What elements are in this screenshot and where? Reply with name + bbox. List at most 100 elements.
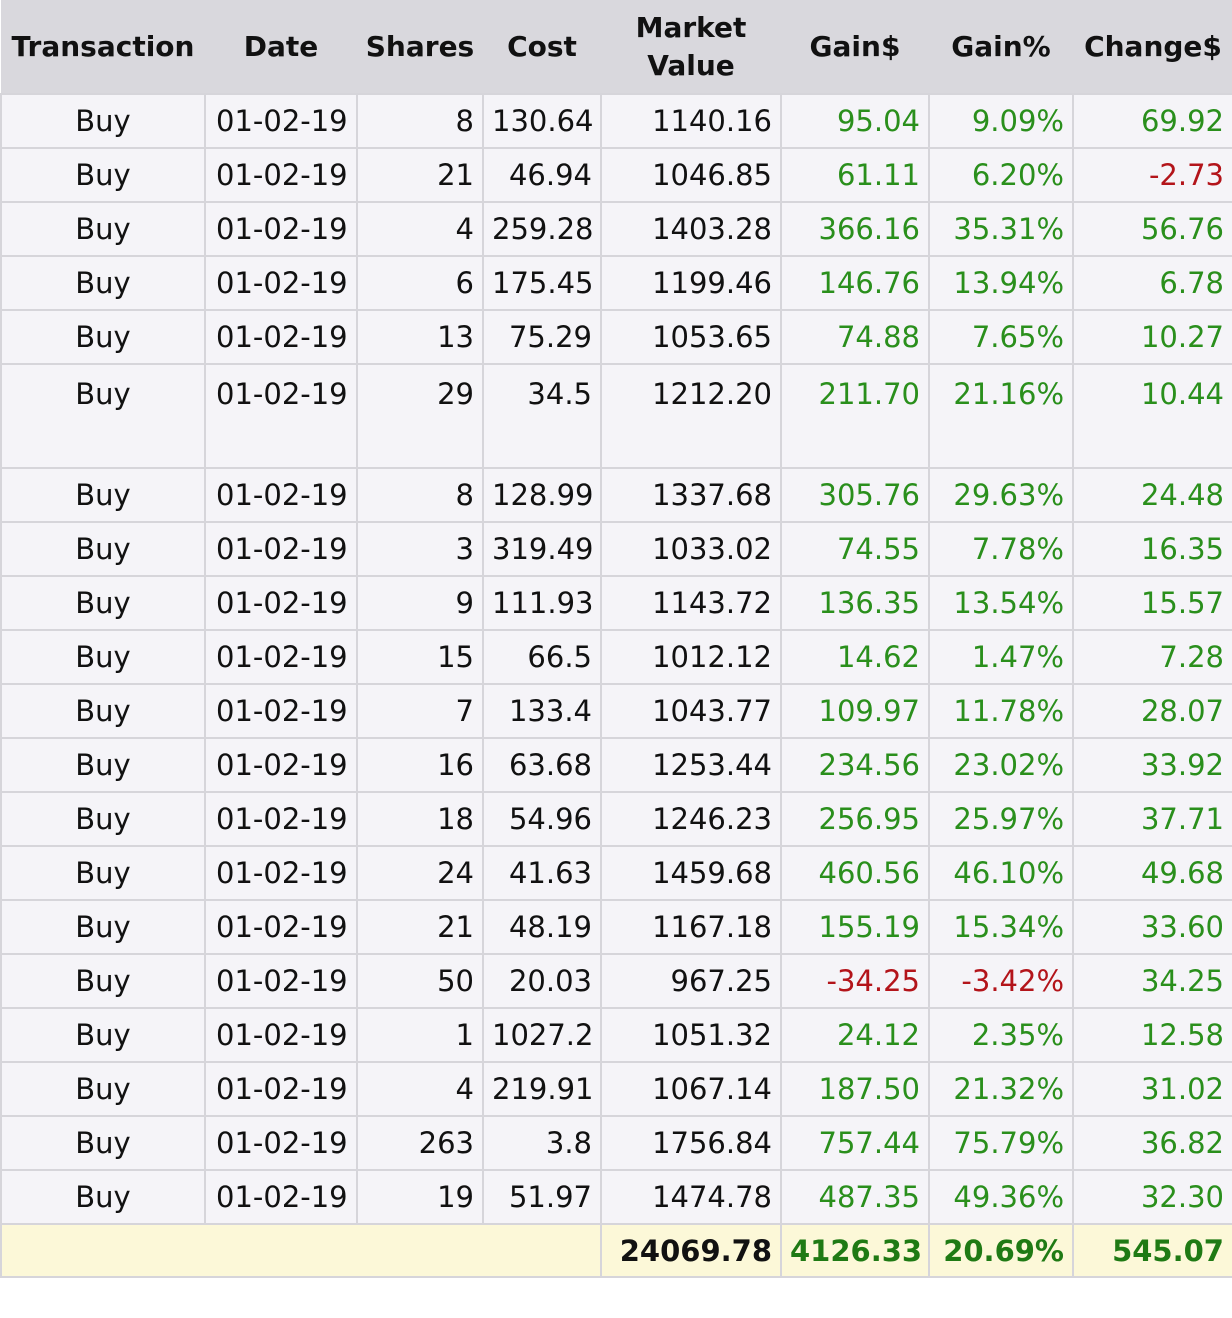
cell-change-dollar: 69.92 — [1072, 93, 1232, 149]
cell-cost: 319.49 — [482, 521, 602, 577]
cell-date: 01-02-19 — [204, 363, 358, 469]
cell-transaction: Buy — [0, 629, 206, 685]
cell-cost: 133.4 — [482, 683, 602, 739]
cell-date: 01-02-19 — [204, 575, 358, 631]
cell-shares: 13 — [356, 309, 484, 365]
cell-transaction: Buy — [0, 1115, 206, 1171]
cell-transaction: Buy — [0, 845, 206, 901]
table-row: Buy 01-02-19 7 133.4 1043.77 109.97 11.78% 28.0… — [0, 683, 1232, 739]
cell-gain-percent: 49.36% — [928, 1169, 1074, 1225]
cell-change-dollar: 37.71 — [1072, 791, 1232, 847]
cell-cost: 51.97 — [482, 1169, 602, 1225]
cell-transaction: Buy — [0, 953, 206, 1009]
table-row: Buy 01-02-19 21 48.19 1167.18 155.19 15.34% 33.… — [0, 899, 1232, 955]
cell-cost: 66.5 — [482, 629, 602, 685]
cell-cost: 1027.2 — [482, 1007, 602, 1063]
cell-market-value: 1051.32 — [600, 1007, 782, 1063]
cell-cost: 259.28 — [482, 201, 602, 257]
cell-shares: 1 — [356, 1007, 484, 1063]
cell-shares: 6 — [356, 255, 484, 311]
cell-change-dollar: -2.73 — [1072, 147, 1232, 203]
cell-cost: 175.45 — [482, 255, 602, 311]
cell-change-dollar: 49.68 — [1072, 845, 1232, 901]
cell-gain-percent: 25.97% — [928, 791, 1074, 847]
cell-date: 01-02-19 — [204, 737, 358, 793]
cell-date: 01-02-19 — [204, 791, 358, 847]
cell-gain-dollar: 155.19 — [780, 899, 930, 955]
cell-change-dollar: 10.44 — [1072, 363, 1232, 469]
cell-change-dollar: 12.58 — [1072, 1007, 1232, 1063]
cell-market-value: 1012.12 — [600, 629, 782, 685]
cell-change-dollar: 28.07 — [1072, 683, 1232, 739]
header-date: Date — [205, 0, 357, 94]
cell-date: 01-02-19 — [204, 147, 358, 203]
total-market-value: 24069.78 — [600, 1223, 782, 1278]
cell-gain-percent: 2.35% — [928, 1007, 1074, 1063]
cell-shares: 16 — [356, 737, 484, 793]
cell-gain-dollar: 61.11 — [780, 147, 930, 203]
cell-gain-dollar: 487.35 — [780, 1169, 930, 1225]
cell-change-dollar: 16.35 — [1072, 521, 1232, 577]
cell-transaction: Buy — [0, 737, 206, 793]
table-row: Buy 01-02-19 1 1027.2 1051.32 24.12 2.35% 12.58 — [0, 1007, 1232, 1063]
cell-transaction: Buy — [0, 683, 206, 739]
table-body: Buy 01-02-19 8 130.64 1140.16 95.04 9.09% 69.92… — [0, 93, 1232, 1225]
cell-gain-dollar: 256.95 — [780, 791, 930, 847]
cell-date: 01-02-19 — [204, 683, 358, 739]
cell-date: 01-02-19 — [204, 1115, 358, 1171]
cell-shares: 3 — [356, 521, 484, 577]
cell-cost: 46.94 — [482, 147, 602, 203]
cell-gain-dollar: -34.25 — [780, 953, 930, 1009]
cell-change-dollar: 33.60 — [1072, 899, 1232, 955]
cell-change-dollar: 7.28 — [1072, 629, 1232, 685]
cell-transaction: Buy — [0, 1061, 206, 1117]
cell-change-dollar: 56.76 — [1072, 201, 1232, 257]
cell-date: 01-02-19 — [204, 201, 358, 257]
table-row: Buy 01-02-19 19 51.97 1474.78 487.35 49.36% 32.… — [0, 1169, 1232, 1225]
cell-market-value: 1167.18 — [600, 899, 782, 955]
cell-gain-percent: -3.42% — [928, 953, 1074, 1009]
cell-change-dollar: 33.92 — [1072, 737, 1232, 793]
cell-cost: 34.5 — [482, 363, 602, 469]
cell-gain-dollar: 366.16 — [780, 201, 930, 257]
cell-shares: 24 — [356, 845, 484, 901]
cell-market-value: 1253.44 — [600, 737, 782, 793]
cell-shares: 4 — [356, 1061, 484, 1117]
cell-market-value: 1403.28 — [600, 201, 782, 257]
cell-shares: 50 — [356, 953, 484, 1009]
cell-cost: 48.19 — [482, 899, 602, 955]
cell-market-value: 1474.78 — [600, 1169, 782, 1225]
cell-gain-percent: 15.34% — [928, 899, 1074, 955]
cell-date: 01-02-19 — [204, 255, 358, 311]
cell-cost: 111.93 — [482, 575, 602, 631]
cell-shares: 8 — [356, 93, 484, 149]
table-row: Buy 01-02-19 3 319.49 1033.02 74.55 7.78% 16.35 — [0, 521, 1232, 577]
cell-cost: 54.96 — [482, 791, 602, 847]
cell-market-value: 1246.23 — [600, 791, 782, 847]
cell-market-value: 967.25 — [600, 953, 782, 1009]
cell-gain-percent: 75.79% — [928, 1115, 1074, 1171]
cell-gain-percent: 13.54% — [928, 575, 1074, 631]
cell-date: 01-02-19 — [204, 1061, 358, 1117]
portfolio-table: Transaction Date Shares Cost Market Valu… — [0, 0, 1232, 1278]
table-row: Buy 01-02-19 15 66.5 1012.12 14.62 1.47% 7.28 — [0, 629, 1232, 685]
cell-market-value: 1212.20 — [600, 363, 782, 469]
cell-market-value: 1143.72 — [600, 575, 782, 631]
cell-market-value: 1756.84 — [600, 1115, 782, 1171]
cell-shares: 18 — [356, 791, 484, 847]
cell-transaction: Buy — [0, 1169, 206, 1225]
table-row: Buy 01-02-19 4 219.91 1067.14 187.50 21.32% 31.… — [0, 1061, 1232, 1117]
cell-gain-percent: 6.20% — [928, 147, 1074, 203]
cell-shares: 29 — [356, 363, 484, 469]
cell-gain-percent: 7.78% — [928, 521, 1074, 577]
cell-gain-percent: 1.47% — [928, 629, 1074, 685]
cell-gain-dollar: 136.35 — [780, 575, 930, 631]
cell-market-value: 1140.16 — [600, 93, 782, 149]
table-row: Buy 01-02-19 6 175.45 1199.46 146.76 13.94% 6.7… — [0, 255, 1232, 311]
cell-change-dollar: 10.27 — [1072, 309, 1232, 365]
cell-gain-dollar: 146.76 — [780, 255, 930, 311]
header-transaction: Transaction — [1, 0, 205, 94]
cell-gain-dollar: 211.70 — [780, 363, 930, 469]
cell-shares: 9 — [356, 575, 484, 631]
header-shares: Shares — [357, 0, 483, 94]
